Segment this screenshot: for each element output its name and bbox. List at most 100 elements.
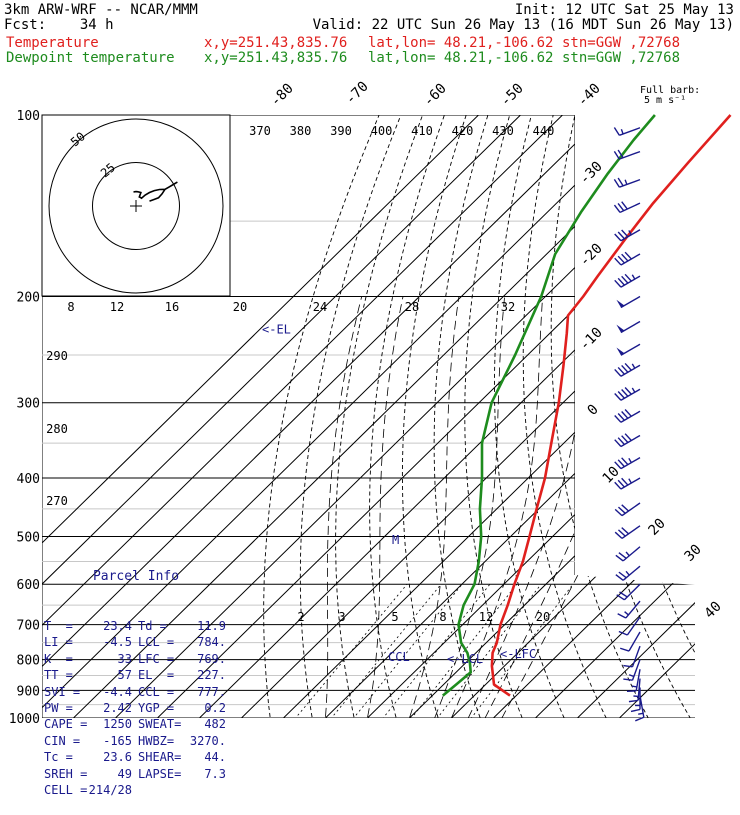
- parcel-info-row: CELL =214/28: [44, 782, 228, 798]
- isotherm-label: 40: [702, 599, 725, 622]
- wind-barb: [617, 584, 640, 600]
- kts-scale-label: 8: [67, 300, 74, 314]
- theta-label: 390: [330, 124, 352, 138]
- parcel-info-cell: CIN =: [44, 733, 86, 749]
- parcel-info-cell: 3270.: [186, 733, 226, 749]
- pressure-label-400: 400: [17, 472, 40, 487]
- wind-barb: [615, 252, 640, 265]
- kts-scale-label: 20: [233, 300, 247, 314]
- wind-barb: [615, 458, 640, 469]
- kts-scale-label: 28: [405, 300, 419, 314]
- pressure-label-100: 100: [17, 109, 40, 124]
- dewpoint-line: [443, 115, 655, 696]
- dry-adiabat: [336, 115, 423, 731]
- wind-barb: [616, 566, 640, 580]
- dry-adiabat: [578, 115, 698, 731]
- wind-barb: [614, 150, 640, 159]
- wind-barb: [623, 646, 640, 667]
- dry-adiabat: [402, 115, 466, 731]
- parcel-info-cell: 49: [86, 766, 132, 782]
- isotherm-label: -20: [577, 241, 606, 270]
- parcel-info-cell: SHEAR=: [132, 749, 186, 765]
- theta-label: 270: [46, 494, 68, 508]
- parcel-info-cell: YGP =: [132, 700, 186, 716]
- parcel-info-cell: 44.: [186, 749, 226, 765]
- wind-barb: [616, 547, 640, 561]
- parcel-info-cell: SREH =: [44, 766, 86, 782]
- isotherm-label: -40: [575, 81, 604, 110]
- level-marker: <-LCL: [447, 652, 483, 666]
- wind-barb: [616, 297, 640, 308]
- wind-barb: [615, 526, 640, 539]
- parcel-info-cell: -4.4: [86, 684, 132, 700]
- isotherm-label: -70: [343, 79, 372, 108]
- kts-scale-label: 24: [313, 300, 327, 314]
- theta-label: 370: [249, 124, 271, 138]
- wind-barb: [615, 434, 640, 447]
- theta-label: 290: [46, 349, 68, 363]
- theta-label: 400: [371, 124, 393, 138]
- parcel-info-cell: -165: [86, 733, 132, 749]
- isotherm-label: -60: [421, 81, 450, 110]
- parcel-info-cell: 769.: [186, 651, 226, 667]
- moist-adiabat: [495, 297, 694, 731]
- kts-scale-label: 32: [501, 300, 515, 314]
- parcel-info-cell: LCL =: [132, 634, 186, 650]
- isotherm-label: 30: [682, 542, 705, 565]
- pressure-label-500: 500: [17, 530, 40, 545]
- wind-barb: [615, 478, 640, 489]
- isotherm-label: 20: [646, 516, 669, 539]
- parcel-info-cell: LAPSE=: [132, 766, 186, 782]
- parcel-info-cell: 784.: [186, 634, 226, 650]
- wind-barb: [616, 321, 640, 332]
- parcel-info-cell: CELL =: [44, 782, 86, 798]
- dry-adiabat: [465, 115, 528, 731]
- level-marker: M: [392, 533, 399, 547]
- level-marker: <-EL: [262, 323, 291, 337]
- parcel-info-cell: SWEAT=: [132, 716, 186, 732]
- parcel-info-cell: HWBZ=: [132, 733, 186, 749]
- temperature-line: [492, 115, 731, 696]
- mixing-ratio-label: 2: [297, 610, 304, 624]
- parcel-info-cell: CAPE =: [44, 716, 86, 732]
- parcel-info-cell: EL =: [132, 667, 186, 683]
- pressure-label-1000: 1000: [9, 712, 40, 727]
- level-marker: <-LFC: [500, 647, 536, 661]
- wind-barb: [614, 178, 640, 187]
- parcel-info-cell: CCL =: [132, 684, 186, 700]
- isotherm-label: -50: [498, 81, 527, 110]
- wind-barb: [615, 230, 640, 241]
- parcel-info-cell: 777.: [186, 684, 226, 700]
- parcel-info-cell: Tc =: [44, 749, 86, 765]
- wind-barb: [616, 344, 640, 355]
- parcel-info-cell: T =: [44, 618, 86, 634]
- isotherm: [312, 115, 740, 731]
- wind-barb: [615, 274, 640, 287]
- mixing-ratio-label: 5: [391, 610, 398, 624]
- theta-label: 440: [533, 124, 555, 138]
- dry-adiabat: [703, 115, 740, 731]
- isotherm: [438, 115, 740, 731]
- barb-legend-units: 5 m s⁻¹: [644, 96, 686, 106]
- level-marker: CCL: [388, 650, 410, 664]
- parcel-info-cell: -4.5: [86, 634, 132, 650]
- parcel-info-cell: 227.: [186, 667, 226, 683]
- mixing-ratio-label: 3: [338, 610, 345, 624]
- pressure-label-200: 200: [17, 291, 40, 306]
- parcel-info-cell: 11.9: [186, 618, 226, 634]
- wind-barb: [615, 503, 640, 516]
- parcel-info-cell: K =: [44, 651, 86, 667]
- parcel-info-title: Parcel Info: [44, 569, 228, 585]
- dry-adiabat: [630, 115, 740, 731]
- parcel-info-cell: 23.6: [86, 749, 132, 765]
- pressure-label-900: 900: [17, 684, 40, 699]
- isotherm: [354, 115, 740, 731]
- isotherm: [480, 115, 740, 731]
- theta-label: 430: [492, 124, 514, 138]
